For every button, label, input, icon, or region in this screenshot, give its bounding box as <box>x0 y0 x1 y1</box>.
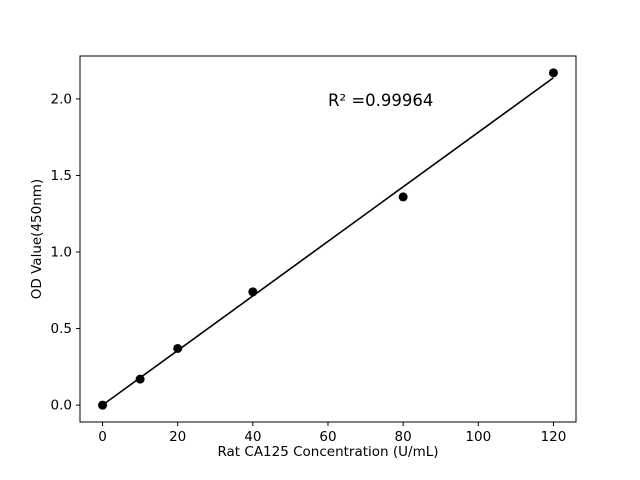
x-tick-label: 0 <box>98 429 107 445</box>
data-point <box>248 287 258 297</box>
y-tick-label: 2.0 <box>51 91 72 107</box>
x-axis-label: Rat CA125 Concentration (U/mL) <box>217 444 439 460</box>
x-tick-label: 60 <box>319 429 336 445</box>
y-axis: 0.0 0.5 1.0 1.5 2.0 <box>51 91 80 414</box>
y-tick-label: 0.5 <box>51 321 72 337</box>
x-tick-label: 40 <box>244 429 261 445</box>
x-tick-label: 120 <box>541 429 567 445</box>
data-point <box>548 68 558 78</box>
data-point <box>98 400 108 410</box>
data-point <box>398 192 408 202</box>
data-points <box>98 68 558 410</box>
y-tick-label: 1.5 <box>51 168 72 184</box>
x-tick-label: 80 <box>395 429 412 445</box>
r-squared-annotation: R² =0.99964 <box>328 91 434 110</box>
y-tick-label: 1.0 <box>51 245 72 261</box>
data-point <box>173 343 183 353</box>
y-axis-label: OD Value(450nm) <box>29 178 45 300</box>
x-tick-label: 20 <box>169 429 186 445</box>
fit-line <box>102 77 554 406</box>
x-tick-label: 100 <box>465 429 491 445</box>
x-axis: 0 20 40 60 80 100 120 <box>98 422 566 445</box>
data-point <box>135 374 145 384</box>
y-tick-label: 0.0 <box>51 398 72 414</box>
